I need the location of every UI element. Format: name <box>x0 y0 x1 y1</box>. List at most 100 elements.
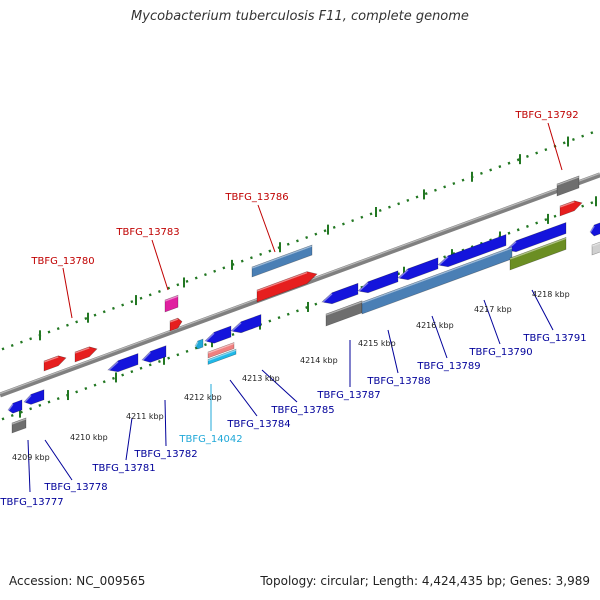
upper-scale-dot <box>378 208 382 212</box>
gene-tbfg-13790-body <box>437 234 507 268</box>
gene-tbfg-13787-shine <box>321 293 333 304</box>
lower-scale-dot <box>176 353 180 357</box>
upper-scale-dot <box>369 212 373 216</box>
lower-scale-dot <box>102 380 106 384</box>
gene-tbfg-13788-shine <box>357 282 369 293</box>
upper-scale-dot <box>249 256 253 260</box>
gene-tbfg-14042-body <box>194 338 204 350</box>
gene-tbfg-13777b <box>11 417 27 434</box>
gene-tbfg-13783 <box>164 294 179 313</box>
label-tbfg-13789: TBFG_13789 <box>416 361 480 372</box>
upper-scale-dot <box>479 171 483 175</box>
upper-scale-dot <box>571 138 575 142</box>
upper-dotted-scale <box>1 131 594 351</box>
upper-scale-dot <box>10 344 14 348</box>
lower-scale-dot <box>38 403 42 407</box>
label-tbfg-13785: TBFG_13785 <box>270 405 334 416</box>
label-tbfg-13783: TBFG_13783 <box>115 227 179 238</box>
gene-tbfg-13778-body <box>23 389 45 405</box>
gene-tbfg-13790 <box>437 234 507 268</box>
label-tbfg-13782: TBFG_13782 <box>133 449 197 460</box>
lower-scale-dot <box>148 363 152 367</box>
gene-tbfg-13789-shine <box>397 269 409 280</box>
lower-scale-dot <box>185 349 189 353</box>
gene-tbfg-13783b <box>169 317 183 332</box>
leader-tbfg-13792 <box>547 122 563 171</box>
gene-tbfg-14042 <box>194 338 204 350</box>
gene-tbfg-13790-shine <box>437 256 449 267</box>
upper-scale-dot <box>323 229 327 233</box>
upper-scale-dot <box>562 141 566 145</box>
lower-scale-dot <box>286 312 290 316</box>
upper-scale-dot <box>314 232 318 236</box>
lower-scale-dot <box>507 231 511 235</box>
leader-tbfg-13784 <box>229 379 258 417</box>
gene-tbfg-13786a <box>251 244 313 278</box>
gene-tbfg-13780-body <box>43 355 67 372</box>
leader-tbfg-13778 <box>44 439 73 481</box>
gene-tbfg-13786a-shine <box>251 245 313 269</box>
lower-scale-dot <box>10 414 14 418</box>
label-tbfg-13792: TBFG_13792 <box>514 110 578 121</box>
lower-scale-dot <box>544 218 548 222</box>
upper-scale-dot <box>295 239 299 243</box>
upper-scale-dot <box>84 316 88 321</box>
upper-scale-dot <box>259 252 263 256</box>
label-tbfg-13780: TBFG_13780 <box>30 256 94 267</box>
kbp-label: 4216 kbp <box>416 321 454 330</box>
label-tbfg-13781: TBFG_13781 <box>91 463 155 474</box>
gene-tbfg-13791-shine <box>509 237 567 260</box>
label-tbfg-13790: TBFG_13790 <box>468 347 532 358</box>
leader-tbfg-13789 <box>431 315 448 359</box>
gene-tbfg-13787b <box>325 300 363 327</box>
lower-scale-dot <box>581 204 585 208</box>
gene-tbfg-13777-body <box>7 399 23 414</box>
upper-scale-dot <box>19 340 23 344</box>
upper-scale-dot <box>222 266 226 270</box>
upper-scale-dot <box>415 195 419 199</box>
gene-edge-gray-body <box>591 241 600 256</box>
upper-scale-dot <box>387 205 391 209</box>
label-tbfg-13777: TBFG_13777 <box>0 497 64 508</box>
gene-tbfg-13781-body <box>107 353 139 373</box>
upper-scale-dot <box>443 185 447 189</box>
lower-scale-dot <box>231 332 235 336</box>
kbp-label: 4209 kbp <box>12 453 50 462</box>
gene-tbfg-13780b-shine <box>74 347 90 354</box>
gene-tbfg-13777b-shine <box>11 418 27 425</box>
gene-tbfg-13788-body <box>357 270 399 294</box>
gene-tbfg-13792a-shine <box>556 176 580 186</box>
lower-scale-dot <box>121 373 125 377</box>
gene-edge-gray <box>591 241 600 256</box>
gene-tbfg-13784-shine <box>204 332 215 343</box>
upper-scale-dot <box>433 188 437 192</box>
kbp-label: 4215 kbp <box>358 339 396 348</box>
gene-edge-blue-shine <box>589 225 595 234</box>
lower-scale-dot <box>84 386 88 391</box>
gene-edge-gray-shine <box>591 242 600 247</box>
gene-tbfg-14042-rna-shine <box>207 342 235 354</box>
leader-tbfg-13788 <box>387 329 399 374</box>
upper-scale-dot <box>47 330 51 334</box>
gene-tbfg-13791 <box>509 236 567 271</box>
gene-tbfg-13789 <box>397 257 439 281</box>
upper-scale-dot <box>305 235 309 239</box>
gene-tbfg-13792-body <box>559 200 583 217</box>
gene-tbfg-13788-rna-shine <box>361 247 513 304</box>
upper-scale-dot <box>1 347 5 351</box>
gene-tbfg-14042b-shine <box>207 349 237 362</box>
upper-scale-dot <box>213 269 217 273</box>
gene-edge-blue <box>589 222 600 237</box>
lower-scale-dot <box>535 221 539 225</box>
gene-tbfg-13778 <box>23 389 45 405</box>
lower-scale-dot <box>268 319 272 323</box>
gene-tbfg-13780b <box>74 346 98 363</box>
upper-scale-dot <box>75 320 79 324</box>
lower-scale-dot <box>203 343 207 347</box>
upper-scale-dot <box>525 154 529 158</box>
gene-tbfg-14042-rna <box>207 342 235 359</box>
gene-tbfg-13781-shine <box>107 361 119 372</box>
gene-labels: TBFG_13780 TBFG_13783 TBFG_13786 TBFG_13792… <box>0 110 587 508</box>
